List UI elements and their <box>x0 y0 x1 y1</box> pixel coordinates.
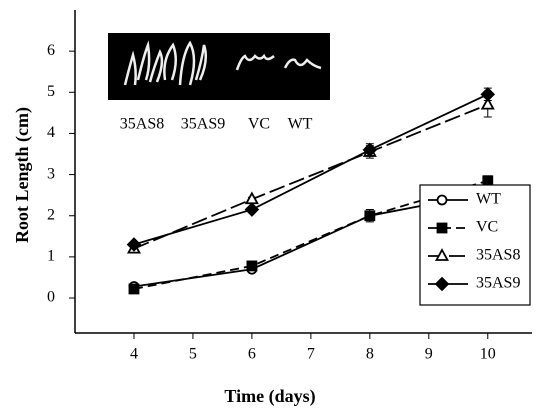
y-tick-label: 5 <box>47 83 55 100</box>
data-point <box>244 202 260 217</box>
series-line <box>133 93 489 246</box>
data-point <box>128 283 140 295</box>
data-point <box>126 237 142 252</box>
data-point <box>364 210 376 222</box>
x-axis-title: Time (days) <box>224 386 315 407</box>
legend-label: VC <box>476 219 498 236</box>
data-point <box>246 260 258 272</box>
inset-photo <box>108 33 330 100</box>
x-tick-label: 7 <box>307 346 315 363</box>
x-tick-label: 10 <box>480 346 496 363</box>
data-point <box>482 175 494 187</box>
data-point <box>362 142 378 158</box>
inset-label: 35AS8 <box>120 116 164 133</box>
legend-label: 35AS9 <box>476 275 520 292</box>
x-tick-label: 5 <box>189 346 197 363</box>
y-tick-label: 1 <box>47 248 55 265</box>
data-point <box>480 87 496 102</box>
legend-label: 35AS8 <box>476 247 520 264</box>
legend-marker <box>434 248 450 261</box>
inset-label: 35AS9 <box>181 116 225 133</box>
x-tick-label: 6 <box>248 346 256 363</box>
legend-marker <box>436 194 448 206</box>
legend-label: WT <box>476 191 501 208</box>
inset-label: WT <box>288 116 313 133</box>
series-line <box>133 103 489 250</box>
y-tick-label: 3 <box>47 165 55 182</box>
legend-marker <box>436 222 448 234</box>
y-tick-label: 0 <box>47 289 55 306</box>
data-point <box>480 96 495 110</box>
y-tick-label: 4 <box>47 124 55 141</box>
x-tick-label: 4 <box>130 346 138 363</box>
y-tick-label: 2 <box>47 206 55 223</box>
y-tick-label: 6 <box>47 42 55 59</box>
y-axis-title: Root Length (cm) <box>12 107 33 243</box>
x-tick-label: 8 <box>366 346 374 363</box>
legend-marker <box>434 276 450 292</box>
x-tick-label: 9 <box>425 346 433 363</box>
inset-label: VC <box>248 116 270 133</box>
